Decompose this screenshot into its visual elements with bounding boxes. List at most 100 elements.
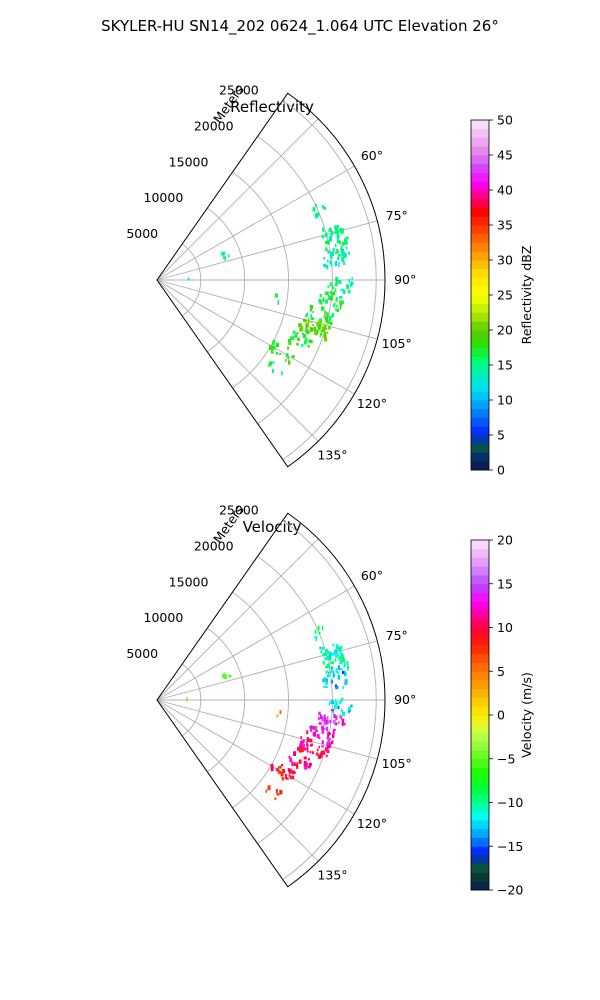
colorbar-swatch bbox=[471, 601, 489, 611]
echo-pixel bbox=[304, 765, 308, 770]
echo-pixel bbox=[341, 718, 345, 724]
echo-pixel bbox=[317, 754, 321, 759]
echo-pixel bbox=[334, 701, 338, 706]
echo-pixel bbox=[329, 291, 333, 294]
echo-pixel bbox=[303, 318, 306, 322]
echo-pixel bbox=[302, 744, 305, 749]
echo-pixel bbox=[285, 777, 289, 780]
echo-pixel bbox=[337, 256, 340, 261]
echo-pixel bbox=[327, 250, 331, 254]
echo-pixel bbox=[341, 722, 344, 727]
echo-pixel bbox=[310, 320, 313, 323]
echo-pixel bbox=[321, 235, 325, 239]
colorbar-swatch bbox=[471, 855, 489, 865]
echo-pixel bbox=[276, 342, 279, 347]
echo-pixel bbox=[324, 325, 326, 330]
colorbar-tick-label: 10 bbox=[497, 620, 513, 635]
echo-pixel bbox=[326, 719, 329, 724]
echo-pixel bbox=[328, 732, 331, 736]
echo-pixel bbox=[326, 736, 330, 740]
echo-pixel bbox=[305, 314, 308, 318]
echo-pixel bbox=[347, 666, 350, 669]
echo-pixel bbox=[332, 248, 335, 252]
echo-pixel bbox=[272, 345, 276, 350]
colorbar-swatch bbox=[471, 583, 489, 593]
echo-pixel bbox=[339, 660, 343, 665]
echo-pixel bbox=[298, 323, 302, 328]
colorbar-tick-label: 30 bbox=[497, 253, 513, 268]
echo-pixel bbox=[312, 207, 316, 212]
echo-pixel bbox=[334, 722, 338, 726]
radial-tick-label: 25000 bbox=[219, 82, 259, 97]
echo-pixel bbox=[323, 315, 326, 318]
echo-pixel bbox=[326, 749, 330, 754]
echo-pixel bbox=[309, 340, 313, 344]
echo-pixel bbox=[332, 304, 336, 307]
echo-pixel bbox=[325, 240, 328, 245]
radial-tick-label: 10000 bbox=[144, 190, 184, 205]
echo-pixel bbox=[326, 716, 329, 719]
colorbar-swatch bbox=[471, 242, 489, 252]
azimuth-tick-label: 105° bbox=[382, 336, 412, 351]
echo-pixel bbox=[312, 725, 315, 730]
echo-pixel bbox=[324, 657, 328, 661]
echo-pixel bbox=[291, 762, 294, 766]
figure-title: SKYLER-HU SN14_202 0624_1.064 UTC Elevat… bbox=[101, 17, 499, 36]
colorbar-tick-label: 0 bbox=[497, 708, 505, 723]
colorbar-swatch bbox=[471, 785, 489, 795]
echo-pixel bbox=[321, 626, 324, 631]
echo-pixel bbox=[315, 752, 319, 756]
echo-pixel bbox=[285, 359, 287, 362]
echo-pixel bbox=[316, 321, 320, 327]
echo-pixel bbox=[348, 251, 351, 255]
panel-title: Reflectivity bbox=[230, 98, 314, 116]
colorbar-swatch bbox=[471, 163, 489, 173]
colorbar-swatch bbox=[471, 365, 489, 375]
echo-pixel bbox=[306, 330, 310, 335]
echo-pixel bbox=[325, 678, 328, 683]
echo-pixel bbox=[318, 323, 322, 328]
echo-pixel bbox=[343, 664, 346, 668]
colorbar-swatch bbox=[471, 303, 489, 313]
echo-pixel bbox=[324, 310, 326, 315]
colorbar-swatch bbox=[471, 828, 489, 838]
echo-pixel bbox=[337, 705, 340, 710]
echo-pixel bbox=[347, 668, 349, 671]
echo-pixel bbox=[326, 314, 329, 318]
echo-pixel bbox=[277, 299, 280, 305]
echo-pixel bbox=[319, 334, 322, 338]
echo-pixel bbox=[298, 746, 300, 749]
echo-pixel bbox=[334, 699, 337, 703]
echo-pixel bbox=[228, 254, 230, 257]
echo-pixel bbox=[334, 658, 337, 663]
echo-pixel bbox=[325, 232, 328, 238]
echo-pixel bbox=[308, 339, 312, 343]
echo-pixel bbox=[323, 727, 326, 730]
echo-pixel bbox=[313, 332, 316, 335]
echo-pixel bbox=[328, 236, 332, 239]
echo-pixel bbox=[336, 250, 339, 253]
echo-pixel bbox=[314, 327, 316, 333]
echo-pixel bbox=[310, 307, 312, 312]
echo-pixel bbox=[325, 670, 328, 674]
colorbar-swatch bbox=[471, 181, 489, 191]
echo-pixel bbox=[307, 765, 311, 769]
echo-pixel bbox=[276, 793, 280, 796]
echo-pixel bbox=[310, 327, 314, 332]
echo-pixel bbox=[334, 649, 337, 654]
echo-pixel bbox=[351, 277, 353, 281]
colorbar-swatch bbox=[471, 207, 489, 217]
echo-pixel bbox=[321, 205, 325, 209]
echo-pixel bbox=[349, 283, 353, 287]
colorbar-label: Velocity (m/s) bbox=[519, 672, 534, 758]
colorbar-swatch bbox=[471, 566, 489, 576]
echo-pixel bbox=[302, 739, 305, 743]
echo-pixel bbox=[339, 296, 343, 299]
echo-pixel bbox=[323, 256, 325, 260]
azimuth-tick-label: 120° bbox=[357, 816, 387, 831]
echo-pixel bbox=[300, 326, 304, 331]
echo-pixel bbox=[341, 253, 344, 257]
echo-pixel bbox=[331, 285, 334, 290]
azimuth-gridline bbox=[156, 118, 319, 281]
colorbar-swatch bbox=[471, 277, 489, 287]
